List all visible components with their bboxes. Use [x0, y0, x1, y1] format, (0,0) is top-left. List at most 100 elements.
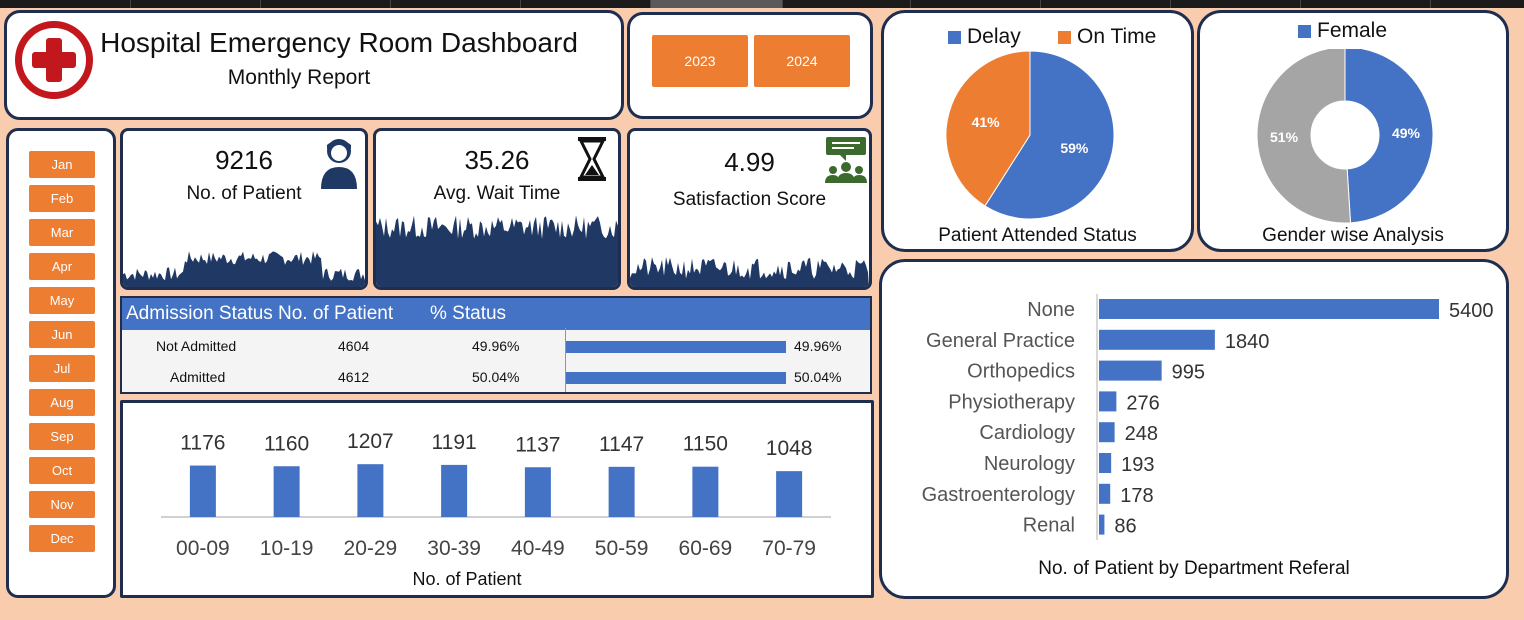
age-bar-value: 1150: [683, 433, 728, 456]
department-bar-chart: None 5400 General Practice 1840 Orthopedics 9…: [922, 294, 1494, 540]
row-status: Admitted: [170, 369, 226, 385]
pie-slice-label: 59%: [1060, 140, 1089, 156]
age-tick-label: 70-79: [762, 537, 816, 560]
month-button-sep[interactable]: Sep: [29, 423, 95, 450]
dept-category-label: Physiotherapy: [948, 391, 1075, 413]
header-admission-status: Admission Status: [126, 303, 273, 324]
pie-slice: [945, 50, 1031, 207]
year-slicer: 2023 2024: [627, 12, 873, 119]
kpi-satisfaction-sparkline: [630, 257, 869, 287]
row-pct: 49.96%: [472, 338, 520, 354]
kpi-patients-sparkline: [123, 251, 365, 287]
kpi-satisfaction-label: Satisfaction Score: [672, 189, 827, 210]
row-pct: 50.04%: [472, 369, 520, 385]
month-slicer: Jan Feb Mar Apr May Jun Jul Aug Sep Oct Nov Dec: [6, 128, 116, 598]
dept-bar-value: 5400: [1449, 300, 1494, 322]
pie-slice: [1256, 49, 1352, 224]
hourglass-icon: [578, 137, 606, 181]
age-bar-value: 1147: [599, 433, 644, 456]
month-button-may[interactable]: May: [29, 287, 95, 314]
bar-axis: [565, 328, 566, 392]
dept-bar-value: 193: [1121, 454, 1154, 476]
table-header: Admission Status No. of Patient % Status: [122, 298, 870, 330]
age-tick-label: 00-09: [176, 537, 230, 560]
year-button-2023[interactable]: 2023: [652, 35, 748, 87]
pie-slice: [984, 50, 1115, 220]
age-bar-value: 1207: [347, 430, 394, 453]
dept-bar: [1099, 483, 1111, 504]
age-bar: [608, 466, 635, 517]
age-bar: [273, 466, 300, 517]
month-button-oct[interactable]: Oct: [29, 457, 95, 484]
kpi-card-wait-time: 35.26 Avg. Wait Time: [373, 128, 621, 290]
dept-bar: [1099, 391, 1117, 412]
month-button-feb[interactable]: Feb: [29, 185, 95, 212]
header-no-of-patient: No. of Patient: [278, 303, 394, 324]
legend-label: On Time: [1077, 25, 1157, 48]
kpi-patients-value: 9216: [215, 145, 273, 175]
year-button-2024[interactable]: 2024: [754, 35, 850, 87]
legend-label: Delay: [967, 25, 1021, 48]
month-button-nov[interactable]: Nov: [29, 491, 95, 518]
department-referral-panel: None 5400 General Practice 1840 Orthopedics 9…: [879, 259, 1509, 599]
pie-slice: [1344, 49, 1434, 224]
legend-label: Female: [1317, 19, 1388, 42]
attended-status-pie: 59% 41%: [945, 50, 1115, 220]
top-strip: [0, 0, 1524, 8]
age-tick-label: 40-49: [511, 537, 565, 560]
month-button-jul[interactable]: Jul: [29, 355, 95, 382]
month-button-jan[interactable]: Jan: [29, 151, 95, 178]
legend-delay: Delay: [948, 25, 1021, 49]
age-bar: [776, 471, 803, 517]
gender-donut: 49% 51%: [1256, 49, 1434, 224]
row-bar-label: 49.96%: [794, 338, 842, 354]
sparkline-area: [376, 215, 618, 287]
age-bar-value: 1191: [432, 431, 477, 454]
row-status: Not Admitted: [156, 338, 237, 354]
dept-category-label: Renal: [1023, 515, 1075, 537]
dept-bar: [1099, 514, 1105, 535]
row-count: 4612: [338, 369, 370, 385]
dept-category-label: Cardiology: [979, 422, 1075, 444]
strip-divider: [390, 0, 391, 8]
strip-divider: [782, 0, 783, 8]
dept-bar-value: 248: [1125, 423, 1158, 445]
age-bar-chart: 1176 00-09 1160 10-19 1207 20-29 1191 30-39 1137…: [161, 430, 831, 589]
pie-slice-label: 49%: [1392, 125, 1421, 141]
month-button-aug[interactable]: Aug: [29, 389, 95, 416]
month-button-mar[interactable]: Mar: [29, 219, 95, 246]
row-pct-bar: [566, 372, 786, 384]
sparkline-area: [123, 251, 365, 287]
age-tick-label: 60-69: [679, 537, 733, 560]
dept-category-label: Orthopedics: [967, 361, 1075, 383]
kpi-satisfaction-value: 4.99: [724, 147, 775, 177]
header-pct-status: % Status: [430, 303, 507, 324]
page-title: Hospital Emergency Room Dashboard: [100, 27, 578, 58]
age-bar-value: 1160: [264, 432, 309, 455]
row-pct-bar: [566, 341, 786, 353]
age-bar-value: 1176: [180, 432, 225, 455]
month-button-dec[interactable]: Dec: [29, 525, 95, 552]
hospital-cross-icon: [15, 21, 93, 99]
month-button-apr[interactable]: Apr: [29, 253, 95, 280]
header-panel: Hospital Emergency Room Dashboard Monthl…: [4, 10, 624, 120]
department-caption: No. of Patient by Department Referal: [1038, 558, 1350, 579]
table-row: Not Admitted 4604 49.96% 49.96%: [122, 332, 870, 362]
patient-icon: [321, 139, 357, 189]
age-bar: [357, 464, 384, 517]
strip-divider: [130, 0, 131, 8]
age-bar: [692, 466, 719, 517]
kpi-wait-value: 35.26: [464, 145, 530, 175]
age-tick-label: 50-59: [595, 537, 649, 560]
pie-slice-label: 51%: [1270, 129, 1299, 145]
admission-status-table: Admission Status No. of Patient % Status…: [120, 296, 872, 394]
age-tick-label: 30-39: [427, 537, 481, 560]
pie-slice-label: 41%: [972, 114, 1001, 130]
dept-bar-value: 1840: [1225, 331, 1270, 353]
month-button-jun[interactable]: Jun: [29, 321, 95, 348]
dept-bar: [1099, 453, 1112, 473]
strip-divider: [650, 0, 651, 8]
page-subtitle: Monthly Report: [227, 66, 371, 89]
strip-divider: [1300, 0, 1301, 8]
strip-divider: [520, 0, 521, 8]
